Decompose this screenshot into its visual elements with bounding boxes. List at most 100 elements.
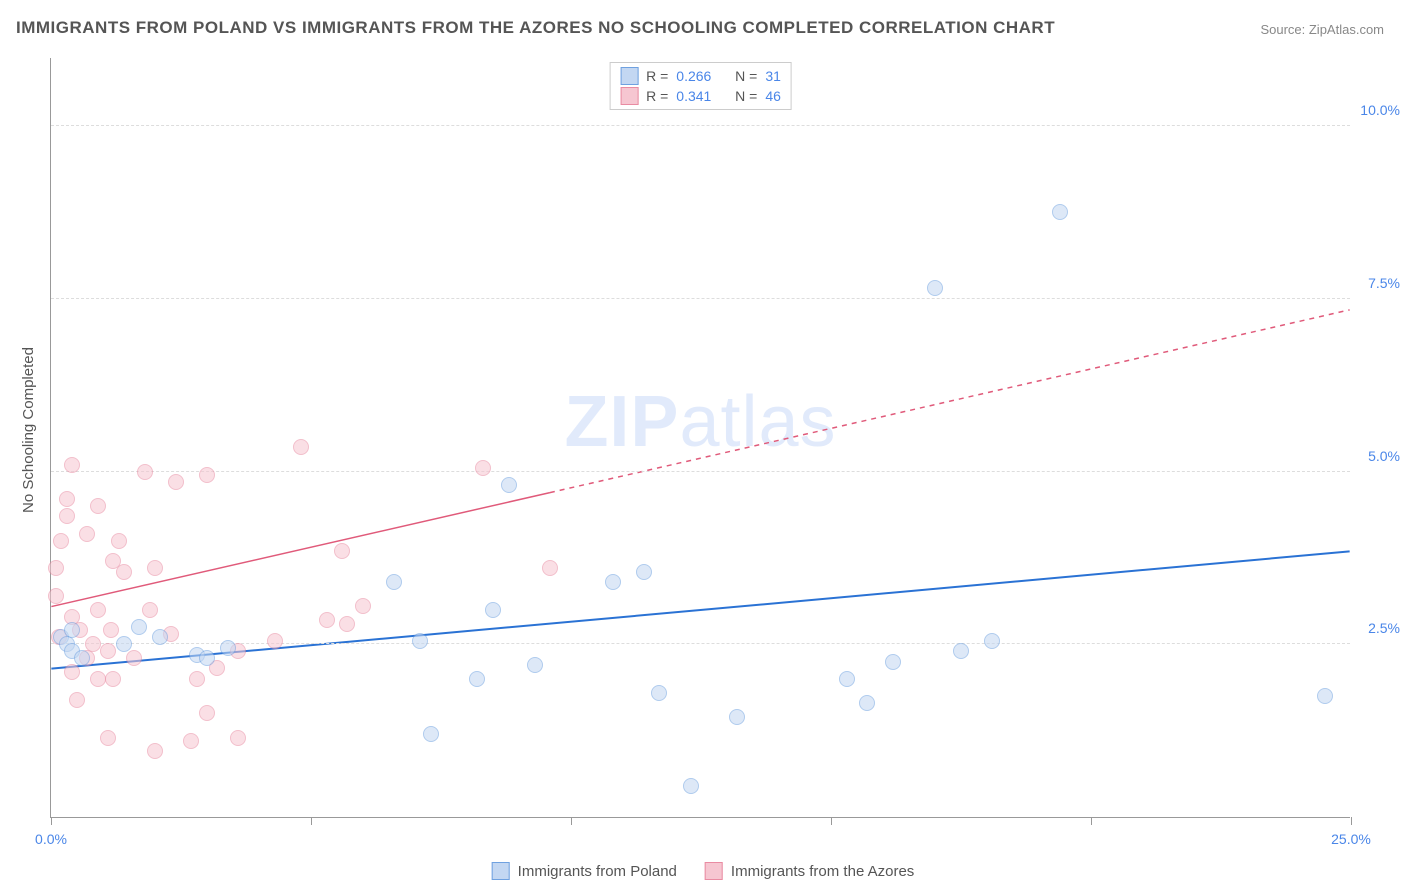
data-point-azores xyxy=(542,560,558,576)
data-point-azores xyxy=(189,671,205,687)
data-point-poland xyxy=(953,643,969,659)
data-point-azores xyxy=(100,643,116,659)
data-point-azores xyxy=(64,664,80,680)
data-point-azores xyxy=(48,560,64,576)
data-point-poland xyxy=(199,650,215,666)
y-tick-label: 10.0% xyxy=(1354,102,1400,118)
watermark: ZIPatlas xyxy=(564,381,836,463)
trendline-azores-dashed xyxy=(550,310,1350,493)
data-point-azores xyxy=(183,733,199,749)
data-point-poland xyxy=(859,695,875,711)
swatch-azores xyxy=(705,862,723,880)
legend-item-poland: Immigrants from Poland xyxy=(492,862,677,880)
data-point-azores xyxy=(103,622,119,638)
x-tick-label: 25.0% xyxy=(1331,831,1371,847)
r-value-poland: 0.266 xyxy=(676,68,711,84)
data-point-poland xyxy=(1052,204,1068,220)
data-point-azores xyxy=(126,650,142,666)
data-point-poland xyxy=(651,685,667,701)
data-point-poland xyxy=(74,650,90,666)
data-point-poland xyxy=(605,574,621,590)
source-label: Source: ZipAtlas.com xyxy=(1260,22,1384,37)
x-tick-label: 0.0% xyxy=(35,831,67,847)
r-label: R = xyxy=(646,88,668,104)
data-point-azores xyxy=(199,467,215,483)
plot-area: ZIPatlas R = 0.266 N = 31 R = 0.341 N = … xyxy=(50,58,1350,818)
y-tick-label: 5.0% xyxy=(1354,448,1400,464)
data-point-azores xyxy=(69,692,85,708)
swatch-poland xyxy=(492,862,510,880)
y-tick-label: 2.5% xyxy=(1354,620,1400,636)
y-tick-label: 7.5% xyxy=(1354,275,1400,291)
data-point-azores xyxy=(267,633,283,649)
n-label: N = xyxy=(735,88,757,104)
data-point-poland xyxy=(927,280,943,296)
gridline xyxy=(51,125,1350,126)
trend-lines xyxy=(51,58,1350,817)
data-point-azores xyxy=(142,602,158,618)
data-point-poland xyxy=(485,602,501,618)
x-tick xyxy=(571,817,572,825)
swatch-azores xyxy=(620,87,638,105)
data-point-azores xyxy=(147,560,163,576)
data-point-poland xyxy=(386,574,402,590)
data-point-poland xyxy=(131,619,147,635)
data-point-poland xyxy=(683,778,699,794)
data-point-azores xyxy=(59,491,75,507)
data-point-azores xyxy=(199,705,215,721)
data-point-poland xyxy=(116,636,132,652)
data-point-azores xyxy=(293,439,309,455)
data-point-azores xyxy=(334,543,350,559)
x-tick xyxy=(51,817,52,825)
data-point-poland xyxy=(469,671,485,687)
n-label: N = xyxy=(735,68,757,84)
x-tick xyxy=(1351,817,1352,825)
stats-row-poland: R = 0.266 N = 31 xyxy=(620,67,781,85)
x-tick xyxy=(831,817,832,825)
n-value-azores: 46 xyxy=(765,88,781,104)
series-legend: Immigrants from Poland Immigrants from t… xyxy=(492,862,915,880)
x-tick xyxy=(1091,817,1092,825)
y-axis-label: No Schooling Completed xyxy=(20,347,37,513)
data-point-poland xyxy=(527,657,543,673)
data-point-azores xyxy=(85,636,101,652)
data-point-poland xyxy=(220,640,236,656)
data-point-azores xyxy=(53,533,69,549)
data-point-poland xyxy=(729,709,745,725)
data-point-azores xyxy=(475,460,491,476)
data-point-azores xyxy=(339,616,355,632)
data-point-azores xyxy=(168,474,184,490)
data-point-poland xyxy=(152,629,168,645)
stats-legend: R = 0.266 N = 31 R = 0.341 N = 46 xyxy=(609,62,792,110)
legend-label-poland: Immigrants from Poland xyxy=(518,863,677,880)
data-point-poland xyxy=(501,477,517,493)
data-point-azores xyxy=(79,526,95,542)
gridline xyxy=(51,471,1350,472)
data-point-azores xyxy=(230,730,246,746)
data-point-azores xyxy=(90,671,106,687)
data-point-azores xyxy=(90,602,106,618)
data-point-poland xyxy=(885,654,901,670)
stats-row-azores: R = 0.341 N = 46 xyxy=(620,87,781,105)
r-label: R = xyxy=(646,68,668,84)
correlation-chart: IMMIGRANTS FROM POLAND VS IMMIGRANTS FRO… xyxy=(0,0,1406,892)
data-point-azores xyxy=(48,588,64,604)
data-point-azores xyxy=(319,612,335,628)
watermark-zip: ZIP xyxy=(564,382,679,462)
data-point-poland xyxy=(839,671,855,687)
data-point-poland xyxy=(412,633,428,649)
r-value-azores: 0.341 xyxy=(676,88,711,104)
watermark-atlas: atlas xyxy=(679,382,836,462)
data-point-poland xyxy=(1317,688,1333,704)
x-tick xyxy=(311,817,312,825)
data-point-azores xyxy=(59,508,75,524)
swatch-poland xyxy=(620,67,638,85)
legend-label-azores: Immigrants from the Azores xyxy=(731,863,914,880)
data-point-azores xyxy=(147,743,163,759)
data-point-azores xyxy=(90,498,106,514)
gridline xyxy=(51,298,1350,299)
data-point-poland xyxy=(423,726,439,742)
data-point-azores xyxy=(116,564,132,580)
data-point-azores xyxy=(355,598,371,614)
data-point-poland xyxy=(64,622,80,638)
